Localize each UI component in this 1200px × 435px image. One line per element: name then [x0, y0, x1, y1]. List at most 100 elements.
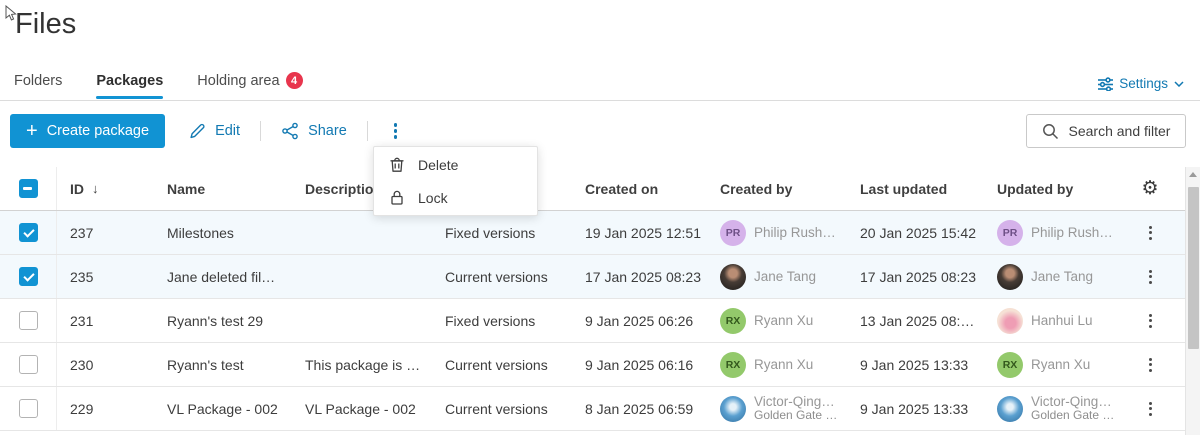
- row-select-cell: [0, 343, 57, 386]
- vertical-scrollbar[interactable]: [1185, 167, 1200, 435]
- toolbar-divider: [366, 121, 368, 141]
- avatar: RX: [720, 307, 746, 334]
- scrollbar-thumb[interactable]: [1188, 187, 1199, 349]
- person-name: Philip Rush…: [1031, 224, 1113, 240]
- created-by-cell: PR Philip Rush…: [710, 219, 850, 246]
- name-cell: Milestones: [167, 224, 234, 241]
- plus-icon: +: [26, 120, 38, 142]
- column-header-last-updated[interactable]: Last updated: [860, 180, 948, 197]
- versions-cell: Current versions: [445, 268, 548, 285]
- row-checkbox[interactable]: [18, 223, 38, 242]
- more-actions-button[interactable]: [388, 119, 404, 143]
- row-select-cell: [0, 299, 57, 342]
- avatar: [720, 263, 746, 290]
- menu-item-delete[interactable]: Delete: [374, 148, 537, 181]
- mouse-cursor: [5, 5, 17, 21]
- trash-icon: [390, 157, 404, 172]
- select-all-checkbox[interactable]: [18, 179, 38, 198]
- tab-packages[interactable]: Packages: [96, 72, 163, 99]
- table-row[interactable]: 229 VL Package - 002 VL Package - 002 Cu…: [0, 387, 1185, 431]
- updated-by-cell: Hanhui Lu: [987, 307, 1115, 334]
- created-by-cell: RX Ryann Xu: [710, 351, 850, 378]
- created-by-cell: Jane Tang: [710, 263, 850, 290]
- row-actions-cell: [1115, 354, 1185, 376]
- row-checkbox[interactable]: [18, 355, 38, 374]
- settings-button[interactable]: Settings: [1098, 76, 1184, 91]
- created-by-cell: RX Ryann Xu: [710, 307, 850, 334]
- column-header-name[interactable]: Name: [167, 180, 206, 197]
- person-name: Ryann Xu: [754, 356, 814, 372]
- last-updated-cell: 13 Jan 2025 08:…: [860, 312, 975, 329]
- row-menu-button[interactable]: [1141, 310, 1160, 332]
- row-checkbox[interactable]: [18, 399, 38, 418]
- tab-holding-area[interactable]: Holding area 4: [197, 72, 303, 98]
- row-select-cell: [0, 255, 57, 298]
- id-cell: 229: [70, 400, 94, 417]
- last-updated-cell: 17 Jan 2025 08:23: [860, 268, 976, 285]
- row-menu-button[interactable]: [1141, 222, 1160, 244]
- person-name: Philip Rush…: [754, 224, 836, 240]
- avatar: [997, 263, 1023, 290]
- row-checkbox[interactable]: [18, 267, 38, 286]
- chevron-down-icon: [1174, 80, 1184, 87]
- tab-folders[interactable]: Folders: [14, 72, 63, 89]
- table-header-row: ID ↓ Name Description Created on Created…: [0, 167, 1185, 211]
- person-name: Jane Tang: [754, 268, 817, 284]
- row-menu-button[interactable]: [1141, 266, 1160, 288]
- row-menu-button[interactable]: [1141, 398, 1160, 420]
- person-name: Ryann Xu: [1031, 356, 1091, 372]
- menu-item-lock[interactable]: Lock: [374, 181, 537, 214]
- row-checkbox[interactable]: [18, 311, 38, 330]
- versions-cell: Fixed versions: [445, 312, 536, 329]
- pencil-icon: [190, 123, 205, 138]
- person-name: Victor-Qing…: [754, 393, 835, 409]
- person-name: Hanhui Lu: [1031, 312, 1093, 328]
- last-updated-cell: 9 Jan 2025 13:33: [860, 400, 969, 417]
- id-cell: 237: [70, 224, 94, 241]
- person-name: Victor-Qing…: [1031, 393, 1112, 409]
- column-settings-button[interactable]: ⚙: [1115, 179, 1185, 198]
- row-menu-button[interactable]: [1141, 354, 1160, 376]
- name-cell: Ryann's test 29: [167, 312, 264, 329]
- table-row[interactable]: 230 Ryann's test This package is … Curre…: [0, 343, 1185, 387]
- create-package-button[interactable]: + Create package: [10, 114, 166, 148]
- versions-cell: Current versions: [445, 356, 548, 373]
- column-header-id[interactable]: ID ↓: [70, 180, 99, 197]
- column-header-created-by[interactable]: Created by: [720, 180, 793, 197]
- row-select-cell: [0, 387, 57, 430]
- created-on-cell: 9 Jan 2025 06:16: [585, 356, 694, 373]
- person-name: Jane Tang: [1031, 268, 1094, 284]
- table-row[interactable]: 237 Milestones Fixed versions 19 Jan 202…: [0, 211, 1185, 255]
- table-row[interactable]: 231 Ryann's test 29 Fixed versions 9 Jan…: [0, 299, 1185, 343]
- last-updated-cell: 20 Jan 2025 15:42: [860, 224, 976, 241]
- edit-button[interactable]: Edit: [189, 123, 240, 140]
- holding-area-count-badge: 4: [285, 72, 303, 89]
- scrollbar-up-arrow[interactable]: [1186, 167, 1200, 182]
- id-cell: 231: [70, 312, 94, 329]
- person-subtitle: Golden Gate …: [1031, 408, 1115, 423]
- created-on-cell: 9 Jan 2025 06:26: [585, 312, 694, 329]
- avatar: PR: [997, 219, 1023, 246]
- share-icon: [282, 122, 298, 140]
- description-cell: VL Package - 002: [305, 400, 416, 417]
- table-row[interactable]: 235 Jane deleted fil… Current versions 1…: [0, 255, 1185, 299]
- table-body: 237 Milestones Fixed versions 19 Jan 202…: [0, 211, 1185, 431]
- page-title: Files: [15, 8, 77, 40]
- updated-by-cell: PR Philip Rush…: [987, 219, 1115, 246]
- search-icon: [1042, 123, 1058, 139]
- toolbar-divider: [260, 121, 262, 141]
- person-name: Ryann Xu: [754, 312, 814, 328]
- sliders-icon: [1098, 76, 1114, 91]
- last-updated-cell: 9 Jan 2025 13:33: [860, 356, 969, 373]
- column-header-created-on[interactable]: Created on: [585, 180, 659, 197]
- updated-by-cell: Victor-Qing… Golden Gate …: [987, 394, 1115, 423]
- updated-by-cell: Jane Tang: [987, 263, 1115, 290]
- avatar: [720, 395, 746, 422]
- search-and-filter-button[interactable]: Search and filter: [1026, 114, 1186, 148]
- column-header-updated-by[interactable]: Updated by: [997, 180, 1074, 197]
- avatar: PR: [720, 219, 746, 246]
- created-by-cell: Victor-Qing… Golden Gate …: [710, 394, 850, 423]
- row-actions-cell: [1115, 398, 1185, 420]
- share-button[interactable]: Share: [281, 122, 347, 140]
- person-subtitle: Golden Gate …: [754, 408, 838, 423]
